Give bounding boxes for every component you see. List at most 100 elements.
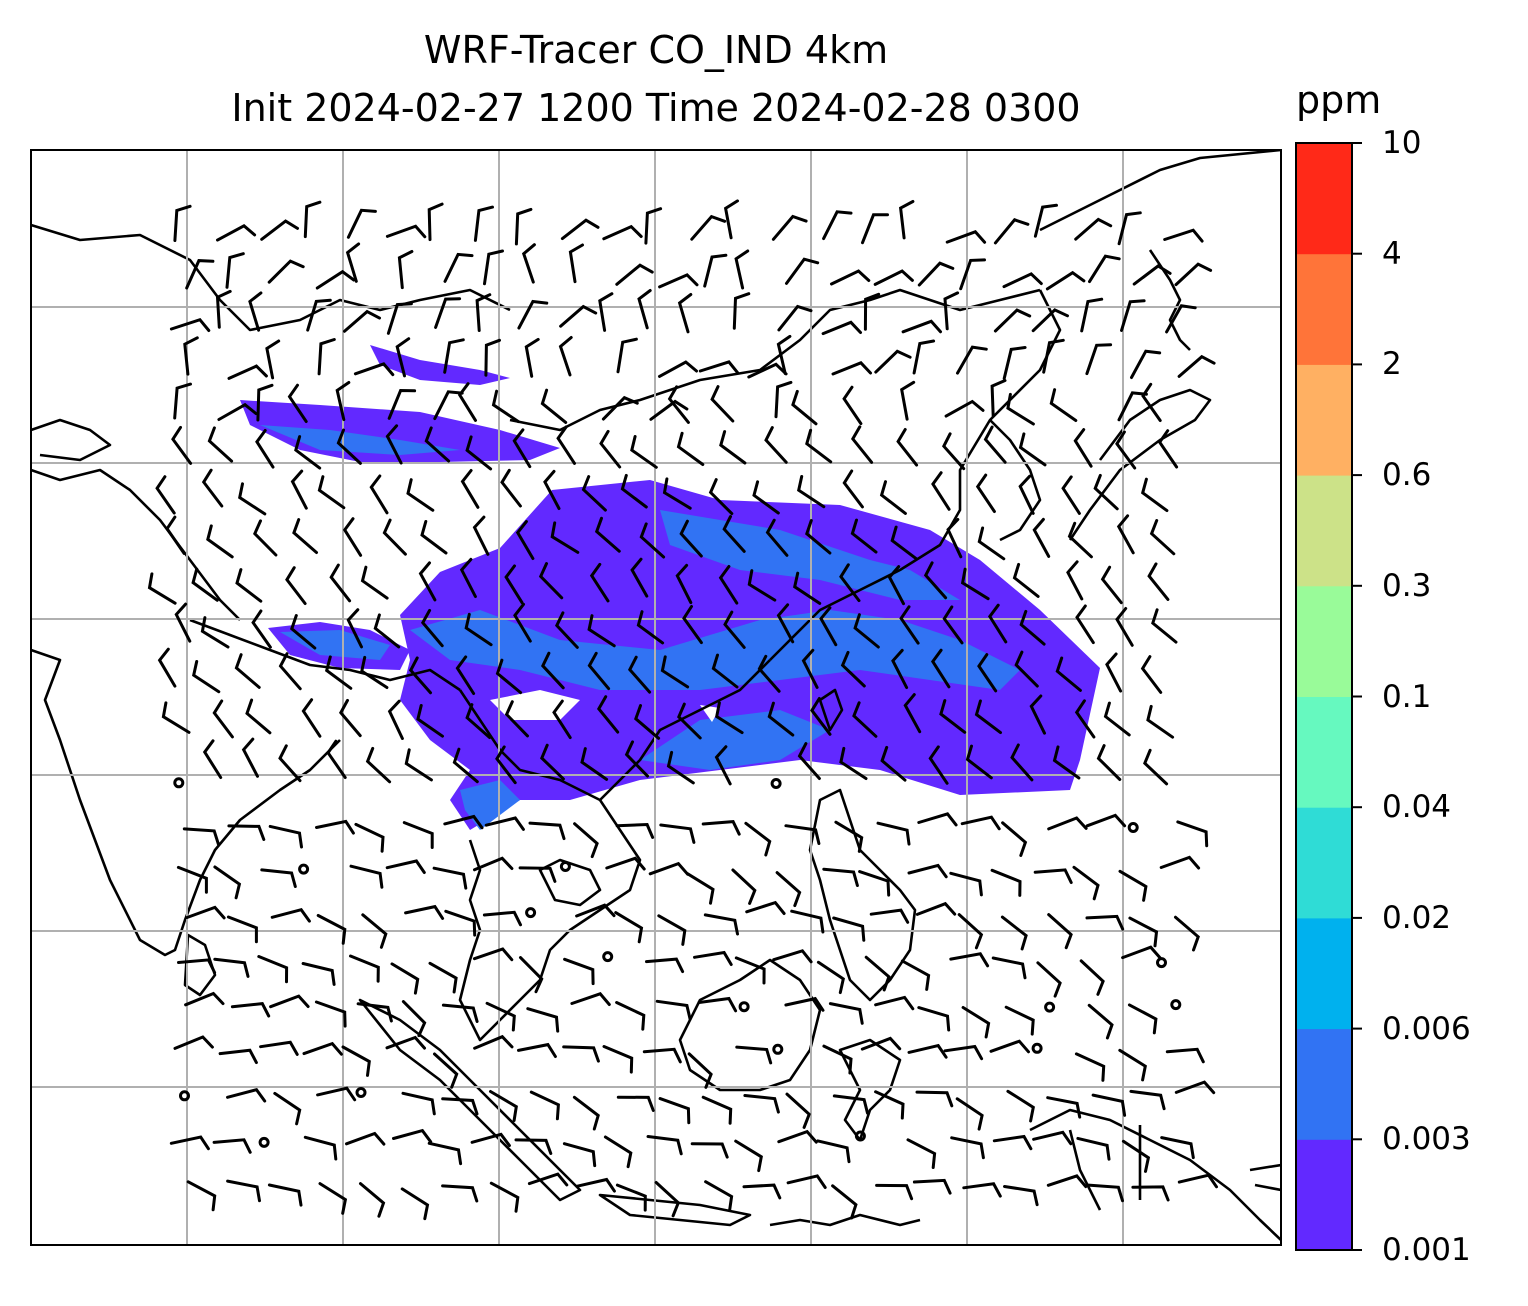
wind-barb-calm [298, 863, 310, 875]
wind-barb [1001, 821, 1028, 857]
wind-barb [315, 269, 356, 290]
plume-west-core [280, 630, 390, 660]
wind-barb [842, 385, 863, 426]
wind-barb [1018, 474, 1035, 515]
wind-barb [171, 425, 193, 465]
wind-barb [294, 435, 322, 470]
wind-barb [1061, 475, 1081, 515]
colorbar-tick-label: 0.3 [1382, 567, 1432, 604]
wind-barb [1174, 262, 1213, 287]
wind-barb [270, 907, 311, 923]
coast-java [598, 1193, 752, 1227]
wind-barb [183, 336, 199, 376]
wind-barb [776, 603, 795, 644]
wind-barb [1131, 1185, 1170, 1202]
wind-barb [614, 911, 644, 944]
wind-barb [259, 1040, 299, 1056]
wind-barb [1003, 1185, 1039, 1207]
wind-barb [879, 480, 907, 515]
wind-barb [433, 1052, 459, 1089]
wind-barb [473, 205, 494, 242]
wind-barb [644, 207, 663, 245]
wind-barb [401, 1091, 436, 1116]
wind-barb [260, 219, 299, 241]
wind-barb [483, 249, 504, 286]
wind-barb [526, 1007, 560, 1033]
wind-barb [147, 572, 177, 605]
wind-barb [1033, 868, 1073, 884]
wind-barb [993, 308, 1032, 333]
wind-barb [1093, 473, 1119, 511]
wind-barb [184, 991, 225, 1007]
wind-barb [402, 821, 434, 849]
coast-mongolia [509, 288, 1041, 432]
wind-barb [850, 518, 878, 554]
wind-barb [990, 379, 1007, 418]
wind-barb [161, 701, 191, 734]
wind-barb [475, 293, 492, 332]
wind-barb [757, 654, 781, 693]
wind-barb [784, 996, 825, 1012]
wind-barb [1116, 514, 1135, 555]
wind-barb [345, 242, 361, 283]
wind-barb [771, 214, 808, 241]
wind-barb [278, 652, 302, 691]
wind-barb [915, 901, 957, 916]
wind-barb [942, 605, 964, 645]
wind-barb [329, 563, 352, 603]
wind-barb [682, 605, 703, 645]
wind-barb [326, 739, 347, 779]
wind-barb [434, 297, 462, 329]
wind-barb [791, 389, 818, 426]
wind-barb [1100, 565, 1123, 605]
wind-barb [1121, 945, 1162, 960]
wind-barb [392, 1128, 433, 1144]
wind-barb [361, 913, 388, 949]
wind-barb [887, 565, 905, 606]
wind-barb [473, 1034, 514, 1050]
wind-barb [615, 822, 655, 839]
wind-barb [301, 962, 336, 986]
wind-barb [1074, 699, 1096, 739]
wind-barb [821, 320, 862, 336]
wind-barb [420, 520, 448, 555]
wind-barb [527, 1172, 569, 1187]
wind-barb [1066, 560, 1084, 601]
wind-barb [427, 202, 444, 242]
wind-barb [1074, 1052, 1106, 1082]
colorbar-segment [1296, 917, 1352, 1030]
wind-barb [443, 338, 465, 374]
wind-barb [408, 656, 432, 695]
wind-barb [599, 429, 622, 469]
wind-barb [701, 820, 741, 836]
wind-barb [917, 1006, 951, 1032]
colorbar-tick-label: 2 [1382, 346, 1402, 383]
wind-barb [602, 224, 643, 241]
wind-barb [173, 1035, 214, 1050]
colorbar-segment [1296, 696, 1352, 808]
wind-barb [764, 426, 788, 464]
wind-barb [335, 381, 351, 422]
wind-barb [616, 337, 638, 374]
wind-barb [1073, 428, 1093, 468]
wind-barb [514, 207, 533, 246]
wind-barb [734, 956, 766, 985]
wind-barb [1085, 914, 1125, 931]
colorbar-segment [1296, 253, 1352, 365]
wind-barb [797, 742, 821, 780]
wind-barb [218, 1048, 258, 1065]
plume-band-1 [410, 610, 1020, 690]
wind-barb [944, 399, 985, 418]
wind-barb [177, 958, 217, 974]
wind-barb [765, 518, 789, 557]
wind-barb [301, 698, 322, 738]
wind-barb [949, 952, 990, 968]
wind-barb-calm [770, 778, 782, 789]
wind-barb [657, 914, 687, 946]
wind-barb [903, 693, 922, 734]
coast-ng-south [1068, 1129, 1102, 1211]
wind-barb [1074, 217, 1113, 241]
wind-barb [575, 903, 616, 918]
wind-barb [900, 380, 916, 421]
coast-korea [989, 419, 1042, 542]
